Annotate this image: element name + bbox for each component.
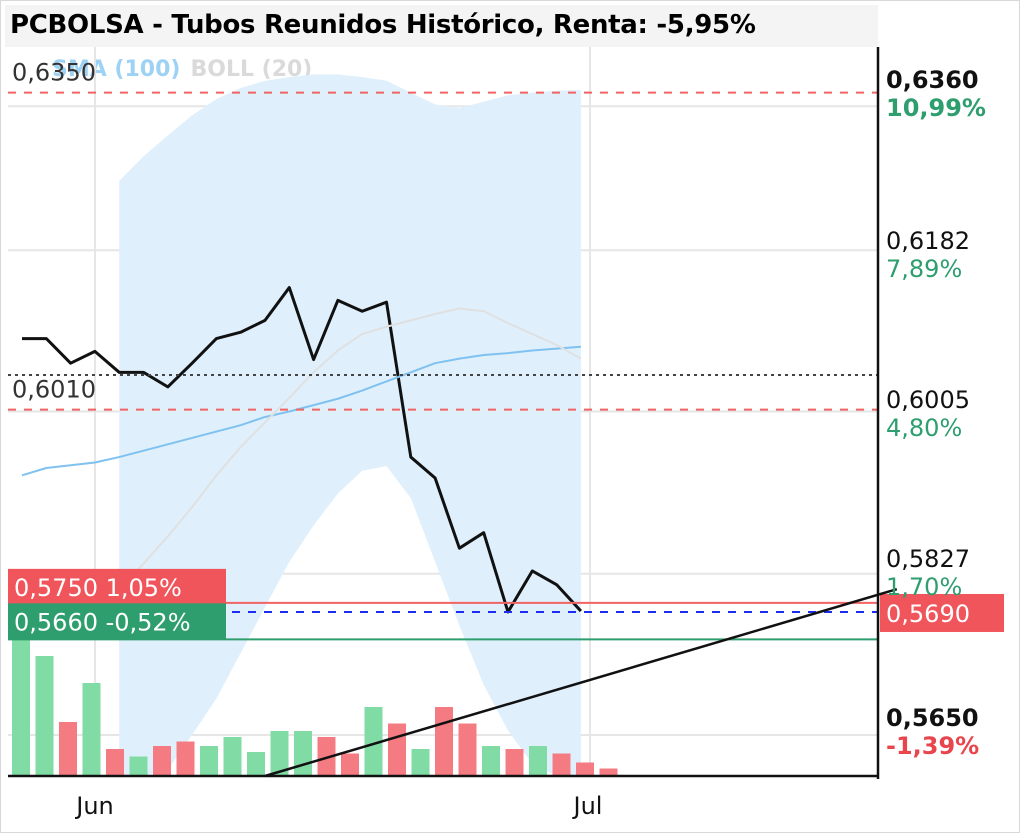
volume-bar — [529, 746, 547, 776]
y-tick-pct-3: 1,70% — [886, 573, 962, 601]
level-tag-3 — [8, 568, 226, 605]
title-bar — [5, 5, 878, 47]
x-tick-label-0: Jun — [74, 792, 114, 820]
y-tick-pct-4: -1,39% — [886, 732, 979, 760]
y-tick-pct-2: 4,80% — [886, 414, 962, 442]
annotation-label-0: 0,6350 — [12, 59, 96, 87]
volume-bar — [223, 737, 242, 776]
level-tag-label-5: 0,5660 -0,52% — [14, 608, 191, 636]
volume-bar — [411, 749, 430, 776]
volume-bar — [458, 723, 477, 776]
volume-bar — [317, 737, 336, 776]
volume-bar — [82, 683, 101, 776]
volume-bar — [294, 731, 312, 776]
level-tag-label-3: 0,5750 1,05% — [14, 574, 182, 602]
y-tick-label-4: 0,5650 — [886, 704, 979, 732]
volume-bar — [35, 656, 54, 776]
price-line — [22, 286, 583, 614]
volume-bar — [247, 752, 265, 776]
y-tick-label-0: 0,6360 — [886, 66, 979, 94]
volume-bar — [12, 633, 30, 776]
bollinger-band — [119, 74, 581, 776]
volume-bar — [176, 741, 195, 776]
volume-bar — [200, 746, 218, 776]
level-tag-5 — [8, 603, 226, 640]
volume-bar — [129, 756, 148, 776]
volume-bar — [153, 746, 171, 776]
volume-bar — [599, 768, 618, 776]
volume-bar — [59, 722, 77, 776]
volume-bar — [576, 762, 594, 776]
volume-bar — [106, 749, 124, 776]
x-tick-label-1: Jul — [572, 792, 603, 820]
volume-bar — [552, 753, 571, 776]
volume-bar — [505, 749, 524, 776]
boll-middle-line — [118, 307, 582, 590]
y-tick-label-3: 0,5827 — [886, 545, 970, 573]
y-tick-label-1: 0,6182 — [886, 227, 970, 255]
chart-title: PCBOLSA - Tubos Reunidos Histórico, Rent… — [10, 10, 756, 40]
volume-bar — [364, 707, 383, 776]
current-price-label: 0,5690 — [886, 600, 970, 628]
volume-bar — [435, 707, 453, 776]
volume-bar — [388, 723, 406, 776]
current-price-tag — [880, 593, 1004, 632]
volume-bar — [270, 731, 289, 776]
volume-bar — [482, 746, 500, 776]
y-tick-pct-1: 7,89% — [886, 255, 962, 283]
y-tick-label-2: 0,6005 — [886, 386, 970, 414]
sma-line — [21, 345, 581, 477]
annotation-label-1: 0,6010 — [12, 376, 96, 404]
volume-bar — [341, 753, 359, 776]
legend-sma[interactable]: SMA (100) — [52, 57, 181, 82]
trend-line — [264, 587, 898, 778]
y-tick-pct-0: 10,99% — [886, 94, 986, 122]
